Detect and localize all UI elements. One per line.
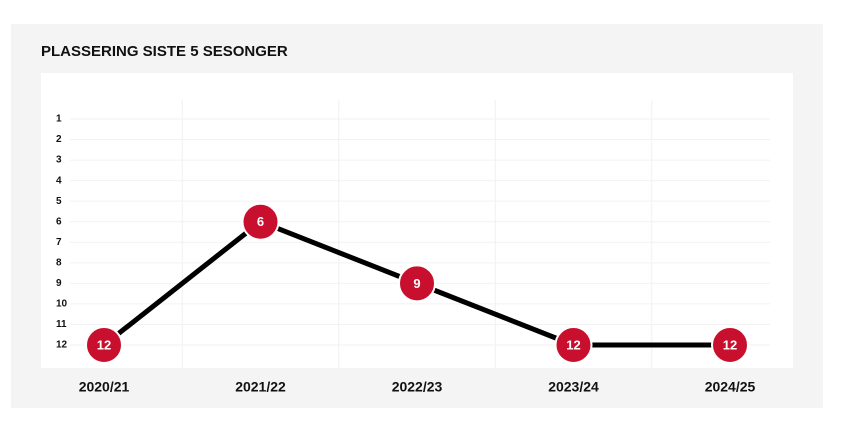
- y-tick-label: 6: [56, 216, 62, 227]
- data-label: 9: [413, 276, 420, 291]
- marker: [241, 202, 280, 241]
- y-tick-label: 10: [56, 299, 68, 310]
- x-tick-label: 2022/23: [392, 379, 443, 395]
- x-tick-label: 2021/22: [235, 379, 286, 395]
- y-tick-label: 5: [56, 196, 62, 207]
- x-tick-label: 2023/24: [548, 379, 599, 395]
- y-tick-label: 7: [56, 237, 62, 248]
- data-label: 12: [97, 337, 111, 352]
- y-tick-label: 4: [56, 175, 62, 186]
- y-tick-label: 1: [56, 114, 62, 125]
- marker: [85, 326, 123, 364]
- chart-title: PLASSERING SISTE 5 SESONGER: [41, 43, 288, 60]
- data-label: 12: [566, 337, 580, 352]
- y-tick-label: 11: [56, 319, 67, 330]
- marker: [711, 326, 749, 364]
- y-tick-label: 2: [56, 134, 62, 145]
- x-tick-label: 2020/21: [79, 379, 130, 395]
- x-tick-label: 2024/25: [705, 379, 756, 395]
- y-tick-label: 9: [56, 278, 62, 289]
- marker: [398, 264, 436, 303]
- y-tick-label: 8: [56, 257, 62, 268]
- y-tick-label: 3: [56, 155, 62, 166]
- y-tick-label: 12: [56, 340, 68, 351]
- data-label: 12: [723, 337, 737, 352]
- plot-area: [41, 73, 793, 368]
- marker: [554, 326, 593, 364]
- data-label: 6: [257, 214, 264, 229]
